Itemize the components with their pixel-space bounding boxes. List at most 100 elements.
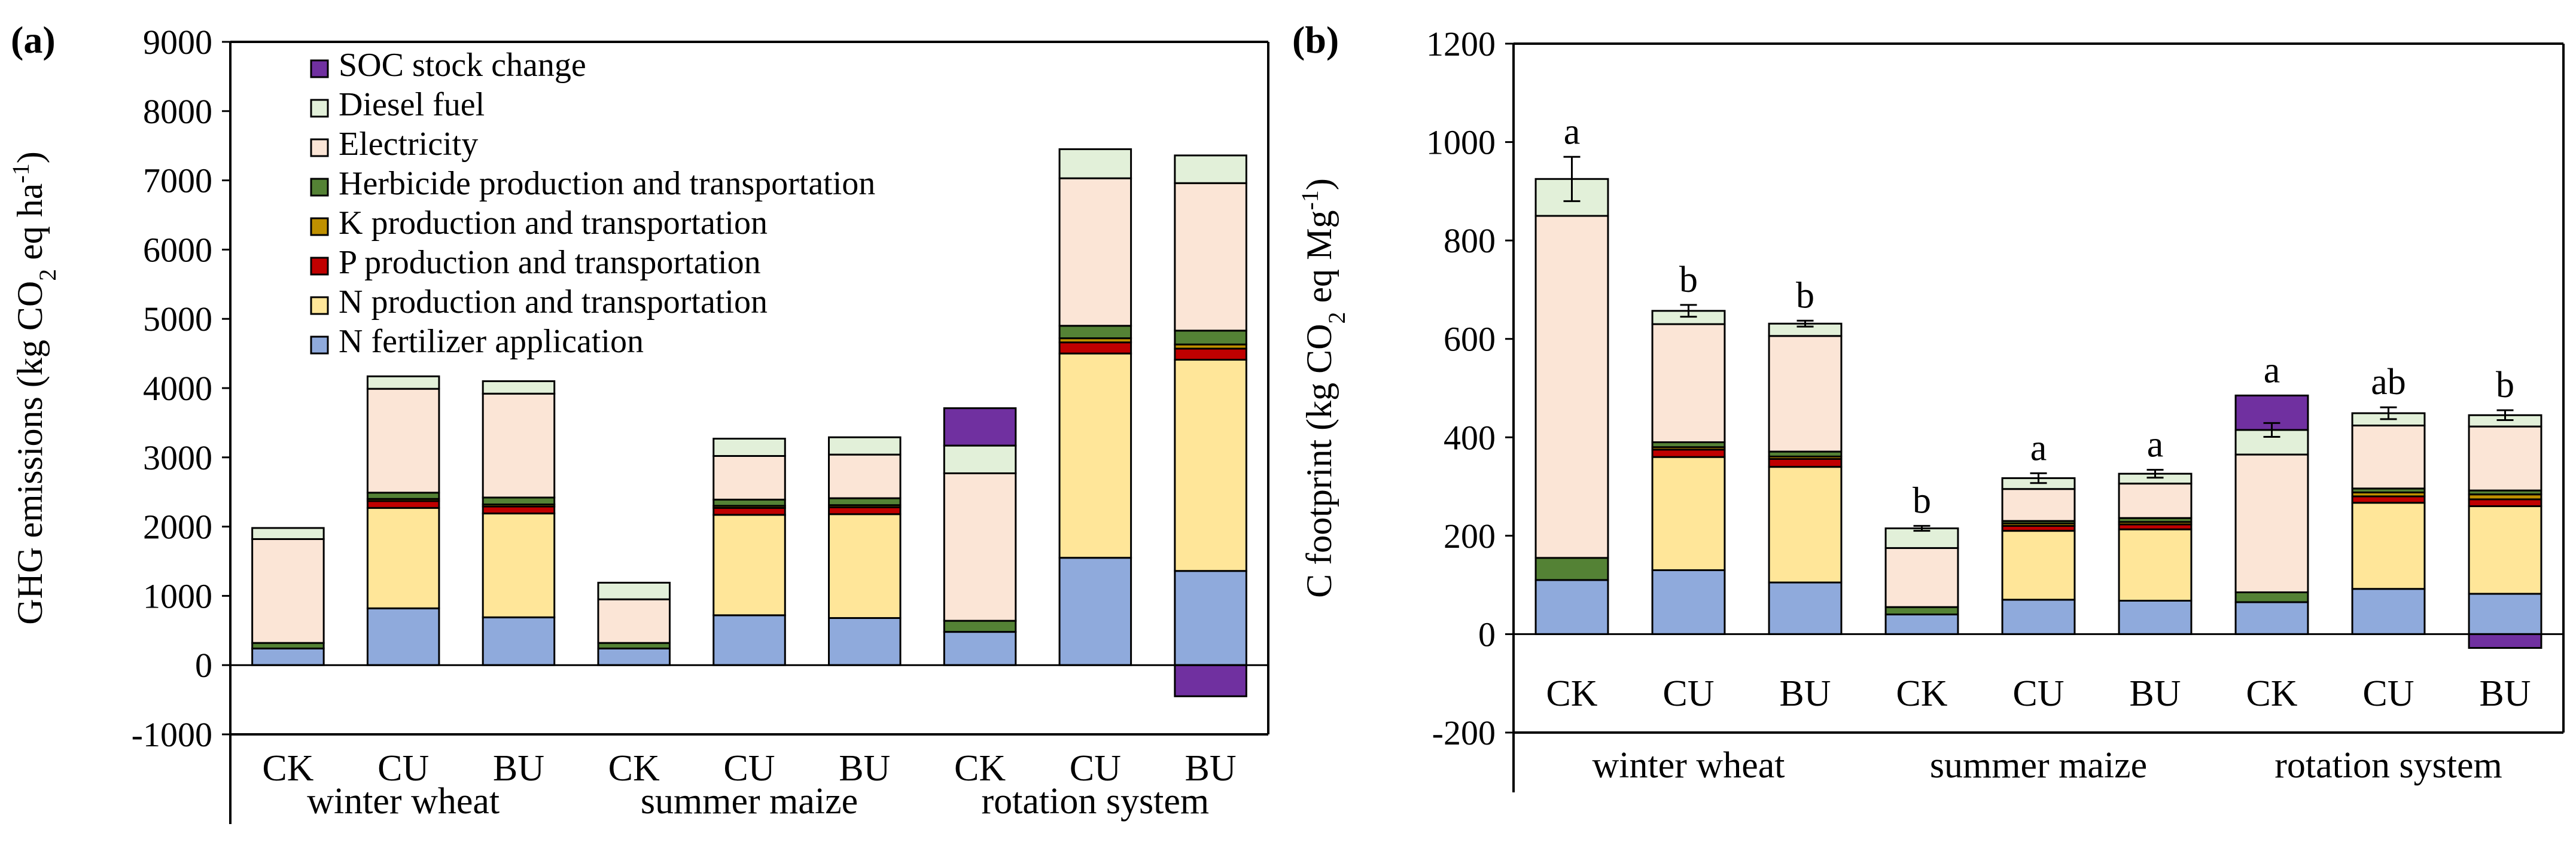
legend-label: N fertilizer application (339, 323, 644, 360)
bar-electricity (1651, 323, 1726, 444)
significance-label: a (2147, 425, 2164, 465)
legend-label: P production and transportation (339, 244, 761, 281)
bar-p-production-and-transportation (828, 506, 902, 515)
bar-diesel-fuel (597, 581, 671, 600)
bar-n-production-and-transportation (2351, 502, 2426, 590)
y-tick-label: -200 (1432, 713, 1496, 752)
group-label: winter wheat (1593, 745, 1785, 786)
bar-herbicide-production-and-transportation (1884, 606, 1959, 616)
bar-diesel-fuel (366, 375, 440, 390)
y-tick-label: 4000 (143, 369, 212, 408)
bar-n-production-and-transportation (482, 512, 556, 618)
y-tick-label: 2000 (143, 508, 212, 547)
legend-swatch-n-production-and-transportation (310, 296, 329, 315)
x-tick-label: CU (1662, 673, 1714, 714)
bar-n-production-and-transportation (2001, 530, 2076, 601)
legend-swatch-n-fertilizer-application (310, 335, 329, 355)
bar-n-fertilizer-application (251, 647, 325, 666)
legend-label: Electricity (339, 126, 478, 163)
y-tick-label: 0 (195, 646, 212, 685)
bar-diesel-fuel (828, 436, 902, 456)
x-tick-label: CK (608, 748, 660, 789)
significance-label: b (2496, 365, 2514, 405)
bar-n-production-and-transportation (2468, 505, 2542, 595)
bar-p-production-and-transportation (1174, 347, 1247, 361)
x-tick-label: CK (262, 748, 313, 789)
legend-swatch-k-production-and-transportation (310, 217, 329, 236)
significance-label: b (1679, 260, 1698, 300)
y-tick-label: 7000 (143, 161, 212, 200)
x-tick-label: BU (493, 748, 544, 789)
bar-n-fertilizer-application (2001, 599, 2076, 635)
bar-electricity (366, 388, 440, 494)
bar-electricity (828, 453, 902, 499)
bar-electricity (482, 392, 556, 499)
y-tick-label: 9000 (143, 23, 212, 62)
x-tick-label: BU (2479, 673, 2531, 714)
significance-label: a (2030, 428, 2047, 468)
bar-electricity (2234, 453, 2309, 593)
y-tick-label: 800 (1444, 221, 1496, 260)
x-tick-label: CU (2012, 673, 2064, 714)
bar-p-production-and-transportation (1058, 341, 1132, 355)
y-tick-label: 0 (1478, 615, 1496, 654)
bar-n-fertilizer-application (1884, 614, 1959, 635)
bar-n-fertilizer-application (1651, 569, 1726, 635)
legend-swatch-electricity (310, 138, 329, 157)
y-tick-label: -1000 (132, 715, 212, 754)
x-tick-label: CK (1546, 673, 1597, 714)
bar-n-production-and-transportation (2118, 528, 2193, 602)
x-tick-label: BU (839, 748, 890, 789)
group-label: winter wheat (307, 781, 500, 822)
bar-p-production-and-transportation (1651, 449, 1726, 458)
bar-soc-stock-change (943, 407, 1017, 447)
legend-label: SOC stock change (339, 47, 586, 84)
x-tick-label: CU (1070, 748, 1121, 789)
significance-label: ab (2371, 362, 2406, 402)
y-axis-title: C footprint (kg CO2 eq Mg-1) (1296, 178, 1350, 598)
bar-n-fertilizer-application (1534, 579, 1609, 635)
bar-n-fertilizer-application (2468, 593, 2542, 635)
y-tick-label: 1000 (143, 576, 212, 615)
bar-p-production-and-transportation (1768, 457, 1843, 468)
bar-n-production-and-transportation (828, 513, 902, 619)
bar-diesel-fuel (251, 527, 325, 540)
bar-n-fertilizer-application (482, 616, 556, 666)
panel-label: (b) (1292, 19, 1339, 61)
bar-n-production-and-transportation (366, 507, 440, 609)
y-tick-label: 600 (1444, 320, 1496, 359)
bar-n-production-and-transportation (712, 514, 786, 617)
bar-herbicide-production-and-transportation (1534, 557, 1609, 581)
bar-herbicide-production-and-transportation (1174, 330, 1247, 346)
bar-herbicide-production-and-transportation (2234, 591, 2309, 603)
bar-herbicide-production-and-transportation (366, 492, 440, 500)
y-tick-label: 1200 (1426, 25, 1496, 63)
x-tick-label: BU (2129, 673, 2181, 714)
bar-n-fertilizer-application (1058, 557, 1132, 666)
panel-label: (a) (11, 19, 56, 61)
x-tick-label: CU (2362, 673, 2414, 714)
x-tick-label: CK (1896, 673, 1947, 714)
x-tick-label: BU (1185, 748, 1237, 789)
y-tick-label: 8000 (143, 92, 212, 131)
bar-n-fertilizer-application (366, 607, 440, 666)
bar-diesel-fuel (1058, 148, 1132, 179)
y-tick-label: 6000 (143, 230, 212, 269)
bar-electricity (2001, 488, 2076, 522)
bar-n-production-and-transportation (1058, 352, 1132, 559)
bar-n-fertilizer-application (1768, 581, 1843, 635)
bar-electricity (251, 538, 325, 644)
legend-swatch-herbicide-production-and-transportation (310, 178, 329, 197)
bar-electricity (1534, 215, 1609, 559)
y-tick-label: 3000 (143, 438, 212, 477)
bar-p-production-and-transportation (482, 505, 556, 515)
x-tick-label: CK (954, 748, 1006, 789)
bar-herbicide-production-and-transportation (712, 498, 786, 507)
bar-p-production-and-transportation (2351, 495, 2426, 504)
bar-diesel-fuel (943, 444, 1017, 474)
bar-electricity (2351, 425, 2426, 490)
bar-n-fertilizer-application (2234, 601, 2309, 635)
panel-a: (a) -1000 0 1000 2000 3000 4000 5000 6000 7000 800… (7, 19, 1269, 824)
bar-electricity (1768, 335, 1843, 453)
